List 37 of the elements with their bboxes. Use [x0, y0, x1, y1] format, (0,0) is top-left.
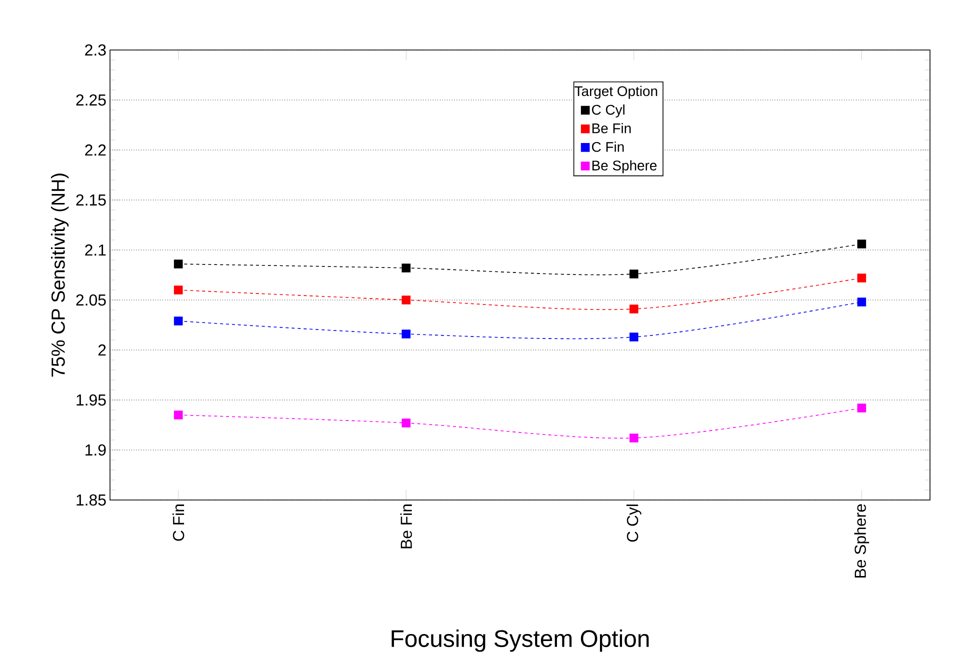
- y-axis-title: 75% CP Sensitivity (NH): [50, 174, 69, 377]
- point: [402, 418, 411, 428]
- legend-label: Be Fin: [592, 123, 631, 134]
- point: [402, 330, 411, 338]
- point: [857, 240, 866, 248]
- point: [630, 332, 638, 342]
- y-tick-label: 2.3: [85, 44, 106, 56]
- x-tick-label: Be Fin: [400, 504, 412, 548]
- point: [630, 270, 638, 278]
- y-tick-label: 2.25: [76, 94, 106, 106]
- point: [857, 298, 866, 306]
- point: [402, 264, 411, 272]
- y-tick-label: 2.15: [76, 194, 106, 206]
- x-tick-label: C Cyl: [626, 504, 642, 542]
- x-axis-title: Focusing System Option: [392, 630, 649, 652]
- y-tick-label: 2.05: [76, 294, 106, 306]
- y-tick-label: 2: [98, 344, 106, 356]
- point: [402, 296, 411, 304]
- point: [857, 404, 866, 412]
- legend-label: C Fin: [592, 142, 624, 152]
- y-tick-label: 2.2: [85, 144, 106, 156]
- x-tick-label: C Fin: [172, 504, 184, 541]
- legend-label: Be Sphere: [592, 160, 657, 174]
- y-tick-label: 1.85: [76, 494, 106, 506]
- point: [174, 260, 183, 268]
- x-tick-label: Be Sphere: [854, 504, 870, 578]
- point: [630, 434, 638, 442]
- legend-title: Target Option: [574, 86, 658, 99]
- y-tick-label: 1.95: [76, 394, 106, 406]
- y-tick-label: 2.1: [85, 244, 106, 256]
- legend-label: C Cyl: [592, 104, 624, 118]
- point: [630, 304, 638, 314]
- y-tick-label: 1.9: [86, 444, 106, 456]
- point: [174, 286, 183, 294]
- point: [174, 410, 183, 420]
- point: [857, 274, 866, 282]
- point: [174, 316, 183, 326]
